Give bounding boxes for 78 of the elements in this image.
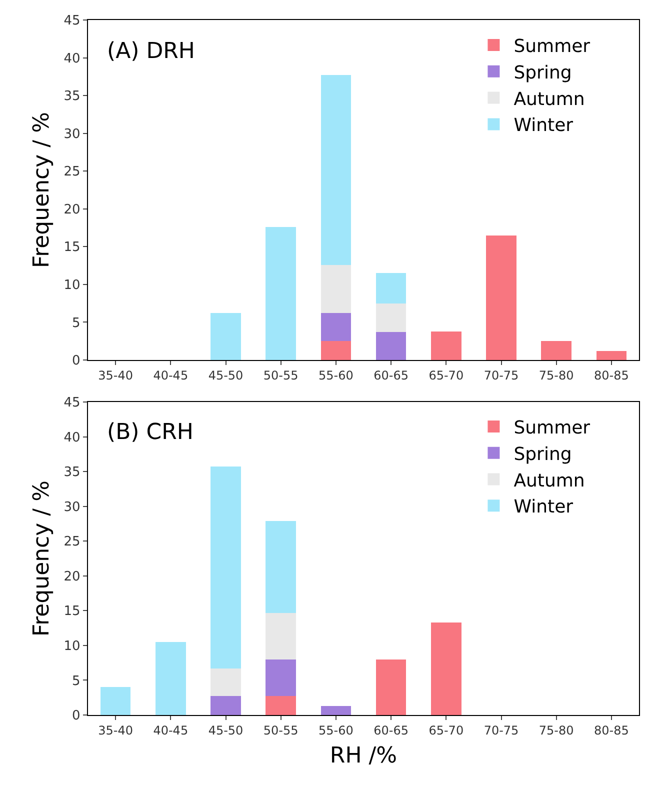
text: (A) DRH <box>107 39 195 64</box>
bar <box>266 659 296 696</box>
x-tick-label: 50-55 <box>263 724 298 738</box>
bar <box>156 642 186 715</box>
y-axis-title: Frequency / % <box>30 112 55 268</box>
bar <box>210 696 241 715</box>
x-tick-label: 40-45 <box>153 368 188 382</box>
x-axis-title: RH /% <box>330 743 398 768</box>
y-tick-label: 25 <box>64 534 80 550</box>
bar <box>320 313 352 342</box>
x-tick-label: 55-60 <box>318 724 354 738</box>
x-tick-label: 65-70 <box>428 368 464 382</box>
x-tick-label: 50-55 <box>263 368 298 382</box>
x-tick-label: 60-65 <box>374 368 408 382</box>
x-tick-label: 35-40 <box>98 368 133 382</box>
x-tick-label: 45-50 <box>208 724 244 738</box>
y-axis-title: Frequency / % <box>30 480 55 636</box>
y-tick-label: 20 <box>64 202 80 218</box>
y-tick-label: 20 <box>64 569 80 584</box>
legend-label: Winter <box>514 115 574 136</box>
bar <box>431 331 462 360</box>
x-tick-label: 75-80 <box>538 368 574 382</box>
x-tick-label: 45-50 <box>208 368 244 382</box>
y-tick-label: 30 <box>64 126 80 142</box>
bar <box>376 659 406 715</box>
bar <box>376 332 406 360</box>
y-tick-label: 10 <box>64 638 80 654</box>
x-tick-label: 70-75 <box>484 724 519 738</box>
bar <box>376 303 406 332</box>
legend-label: Spring <box>514 62 572 84</box>
bar <box>266 696 296 715</box>
y-tick-label: 45 <box>64 396 80 411</box>
x-tick-label: 75-80 <box>538 724 574 738</box>
x-tick-label: 80-85 <box>594 368 629 382</box>
y-tick-label: 5 <box>72 316 80 331</box>
bar <box>210 668 241 696</box>
legend-label: Autumn <box>514 88 585 110</box>
bar <box>266 612 296 660</box>
y-tick-label: 5 <box>72 674 80 689</box>
y-tick-label: 35 <box>64 89 80 104</box>
y-tick-label: 40 <box>64 51 80 66</box>
y-tick-label: 40 <box>64 430 80 446</box>
x-tick-label: 40-45 <box>153 724 188 738</box>
bar <box>210 466 241 668</box>
bar <box>320 264 352 314</box>
y-tick-label: 15 <box>64 240 80 256</box>
legend-label: Winter <box>514 496 574 518</box>
bar <box>266 227 296 360</box>
bar <box>376 273 406 304</box>
text: (B) CRH <box>107 420 194 445</box>
x-tick-label: 35-40 <box>98 724 133 738</box>
x-tick-label: 80-85 <box>594 724 629 738</box>
y-tick-label: 15 <box>64 604 80 620</box>
bar <box>541 341 572 360</box>
bar <box>486 235 516 360</box>
y-tick-label: 25 <box>64 164 80 180</box>
legend-label: Summer <box>514 417 591 438</box>
legend-label: Summer <box>514 36 591 58</box>
bar <box>431 622 462 715</box>
x-tick-label: 70-75 <box>484 368 519 382</box>
x-tick-label: 55-60 <box>318 368 354 382</box>
bar <box>320 341 352 360</box>
legend-label: Autumn <box>514 470 585 492</box>
bar <box>320 75 352 265</box>
bar <box>100 687 131 715</box>
y-tick-label: 35 <box>64 465 80 480</box>
y-tick-label: 0 <box>72 708 80 724</box>
y-tick-label: 10 <box>64 278 80 293</box>
bar <box>210 313 241 360</box>
bar <box>596 350 627 360</box>
y-tick-label: 45 <box>64 14 80 29</box>
legend-label: Spring <box>514 444 572 465</box>
x-tick-label: 65-70 <box>428 724 464 738</box>
y-tick-label: 30 <box>64 500 80 515</box>
bar <box>266 520 296 613</box>
x-tick-label: 60-65 <box>374 724 408 738</box>
y-tick-label: 0 <box>72 354 80 369</box>
bar <box>320 706 352 715</box>
